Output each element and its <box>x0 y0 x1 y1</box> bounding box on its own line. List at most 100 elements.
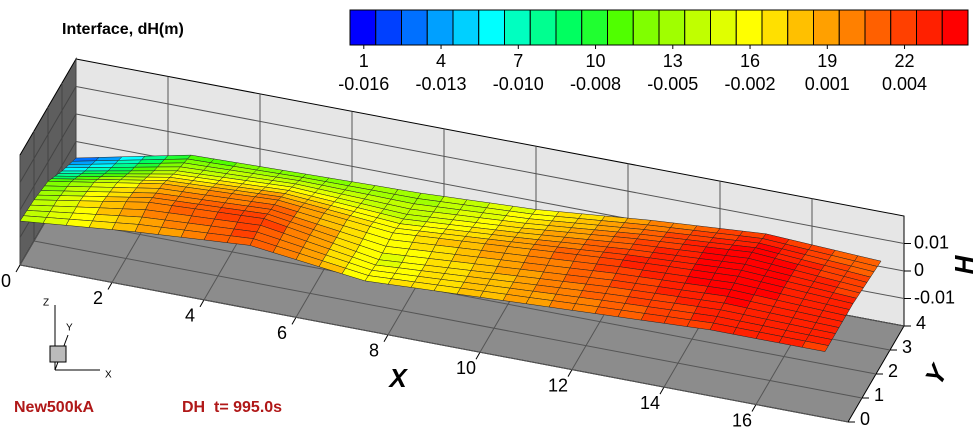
surface-cell <box>44 181 72 187</box>
surface-cell <box>107 166 136 172</box>
x-tick-label: 14 <box>640 393 660 413</box>
surface-cell <box>122 201 150 210</box>
x-tick <box>567 369 573 377</box>
colorbar-level-label: 7 <box>513 51 523 71</box>
colorbar: 1 -0.016 4 -0.013 7 -0.010 10 -0.008 13 -0.005 16 -… <box>338 9 969 94</box>
x-tick-label: 6 <box>277 323 287 343</box>
colorbar-box <box>813 9 840 46</box>
colorbar-level-label: 22 <box>895 51 915 71</box>
grid-line <box>47 216 877 375</box>
surface-cell <box>110 163 139 168</box>
colorbar-box <box>375 9 402 46</box>
colorbar-box <box>684 9 711 46</box>
colorbar-box <box>452 9 480 46</box>
colorbar-box <box>658 9 686 46</box>
grid-line <box>19 86 77 183</box>
surface-cell <box>106 191 134 198</box>
x-tick <box>199 299 205 308</box>
x-axis-title: X <box>387 363 408 393</box>
triad-label: Y <box>66 323 73 334</box>
y-tick-label: 4 <box>916 313 926 333</box>
colorbar-box <box>607 9 634 46</box>
z-tick-label: 0 <box>914 260 924 280</box>
x-tick <box>659 386 665 395</box>
z-tick-label: -0.01 <box>914 287 955 307</box>
colorbar-box <box>838 9 866 46</box>
x-tick <box>751 404 757 412</box>
colorbar-box <box>504 9 531 46</box>
surface-cell <box>126 170 155 175</box>
colorbar-tick-label: -0.002 <box>725 74 776 94</box>
grid-line <box>19 113 77 211</box>
surface-cell <box>130 166 159 172</box>
triad-label: Z <box>43 298 49 309</box>
surface-cell <box>68 160 97 165</box>
x-tick-label: 0 <box>1 271 11 291</box>
colorbar-level-label: 4 <box>436 51 446 71</box>
colorbar-tick-label: -0.010 <box>493 74 544 94</box>
x-tick-label: 4 <box>185 306 195 326</box>
surface-cell <box>103 170 132 175</box>
surface-cell <box>86 186 114 193</box>
x-tick-label: 12 <box>548 375 568 395</box>
x-tick-label: 10 <box>456 358 476 378</box>
y-tick-label: 1 <box>874 385 884 405</box>
surface-cell <box>33 194 61 201</box>
colorbar-box <box>941 9 969 46</box>
surface-cell <box>129 192 157 198</box>
x-tick <box>15 264 21 273</box>
x-tick <box>291 317 297 325</box>
surface-cell <box>114 159 143 165</box>
chart-title: Interface, dH(m) <box>62 21 184 38</box>
surface-cell <box>133 162 162 168</box>
x-tick <box>107 282 113 290</box>
surface-cell <box>37 190 65 196</box>
surface-cell <box>132 187 160 194</box>
colorbar-tick-label: -0.013 <box>416 74 467 94</box>
surface-cell <box>90 182 118 188</box>
x-tick-label: 2 <box>93 288 103 308</box>
surface-cell <box>153 166 182 172</box>
x-tick <box>475 351 481 360</box>
surface-cell <box>64 163 93 169</box>
surface-cell <box>91 160 120 165</box>
z-axis-title: H <box>949 255 977 275</box>
colorbar-level-label: 13 <box>663 51 683 71</box>
colorbar-tick-label: -0.016 <box>338 74 389 94</box>
surface-cell <box>113 182 141 189</box>
colorbar-box <box>401 9 428 46</box>
grid-line <box>33 240 863 399</box>
colorbar-tick-label: -0.005 <box>647 74 698 94</box>
surface-cell <box>156 162 185 168</box>
triad-cube <box>49 345 67 363</box>
colorbar-box <box>890 9 917 46</box>
surface <box>19 154 882 352</box>
colorbar-box <box>864 9 892 46</box>
triad-label: X <box>105 370 112 381</box>
grid-line <box>75 86 905 244</box>
colorbar-level-label: 1 <box>359 51 369 71</box>
surface-cell <box>77 173 106 177</box>
x-tick <box>383 334 389 343</box>
colorbar-box <box>478 9 505 46</box>
surface-cell <box>84 167 113 172</box>
colorbar-box <box>710 9 737 46</box>
surface-cell <box>57 170 86 174</box>
surface-cell <box>102 196 130 203</box>
y-tick-label: 3 <box>902 337 912 357</box>
annotation: DH t= 995.0s <box>182 399 282 416</box>
colorbar-box <box>555 9 583 46</box>
surface-cell <box>125 196 153 203</box>
colorbar-box <box>349 9 377 46</box>
colorbar-box <box>529 9 557 46</box>
surface-cell <box>67 181 95 188</box>
colorbar-tick-label: -0.008 <box>570 74 621 94</box>
surface-cell <box>100 173 129 178</box>
colorbar-level-label: 16 <box>740 51 760 71</box>
colorbar-box <box>787 9 814 46</box>
surface-cell <box>76 200 104 209</box>
annotation: New500kA <box>14 399 94 416</box>
surface-cell <box>63 186 91 192</box>
colorbar-tick-label: 0.001 <box>805 74 850 94</box>
colorbar-box <box>632 9 660 46</box>
